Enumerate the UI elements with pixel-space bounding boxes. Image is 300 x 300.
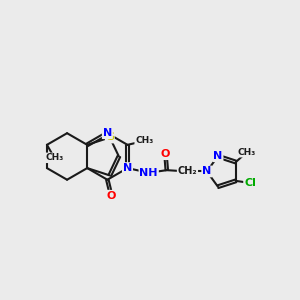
Text: Cl: Cl [244, 178, 256, 188]
Text: CH₃: CH₃ [45, 153, 64, 162]
Text: O: O [161, 149, 170, 159]
Text: S: S [106, 133, 114, 142]
Text: NH: NH [140, 168, 158, 178]
Text: N: N [202, 167, 212, 176]
Text: CH₃: CH₃ [135, 136, 153, 146]
Text: N: N [123, 163, 132, 173]
Text: N: N [213, 151, 223, 161]
Text: CH₃: CH₃ [238, 148, 256, 157]
Text: N: N [103, 128, 112, 138]
Text: O: O [106, 191, 116, 201]
Text: CH₂: CH₂ [178, 167, 197, 176]
